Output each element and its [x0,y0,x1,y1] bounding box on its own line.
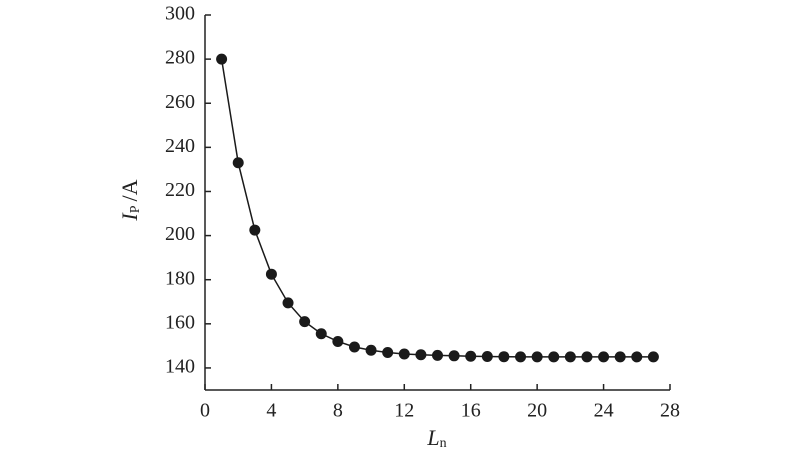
data-point [365,344,377,356]
data-point [216,53,228,65]
y-tick-label: 220 [165,179,195,201]
data-point [265,268,277,280]
x-axis-label: Ln [426,425,446,451]
x-tick-label: 12 [394,400,414,422]
data-line [220,58,654,358]
data-point [465,350,477,362]
data-point [631,351,643,363]
x-label-sub: n [440,436,447,451]
data-point [515,351,527,363]
x-tick-label: 28 [660,400,680,422]
y-axis-label: IP/A [117,179,143,221]
data-point [481,350,493,362]
data-point [299,316,311,328]
data-point [432,349,443,361]
data-point [382,347,394,358]
data-point [531,351,543,363]
x-tick-label: 24 [594,400,614,422]
data-point [398,348,410,360]
data-point [548,351,560,363]
x-tick-label: 4 [266,400,276,422]
data-point [564,351,576,363]
x-tick-label: 8 [333,400,343,422]
data-point [581,351,593,363]
data-point [315,328,327,340]
y-tick-label: 160 [165,311,195,333]
y-tick-label: 300 [165,3,195,25]
data-point [282,297,294,309]
y-tick-label: 260 [165,91,195,113]
data-point [598,351,610,363]
y-tick-label: 200 [165,223,195,245]
data-point [232,157,244,169]
data-point [348,341,360,353]
y-label-main: I [117,212,142,222]
y-tick-label: 180 [165,267,195,289]
data-point [415,349,427,361]
data-point [498,351,510,363]
x-tick-label: 20 [527,400,547,422]
y-tick-label: 280 [165,47,195,69]
x-tick-label: 0 [200,400,210,422]
data-point [647,351,659,363]
y-label-unit: /A [117,179,142,201]
y-label-sub: P [128,205,143,213]
y-tick-label: 240 [165,135,195,157]
data-point [332,335,344,347]
x-tick-label: 16 [461,400,481,422]
y-tick-label: 140 [165,356,195,378]
data-point [448,350,460,362]
data-point [614,351,626,363]
x-label-main: L [426,425,439,450]
data-point [249,224,261,236]
